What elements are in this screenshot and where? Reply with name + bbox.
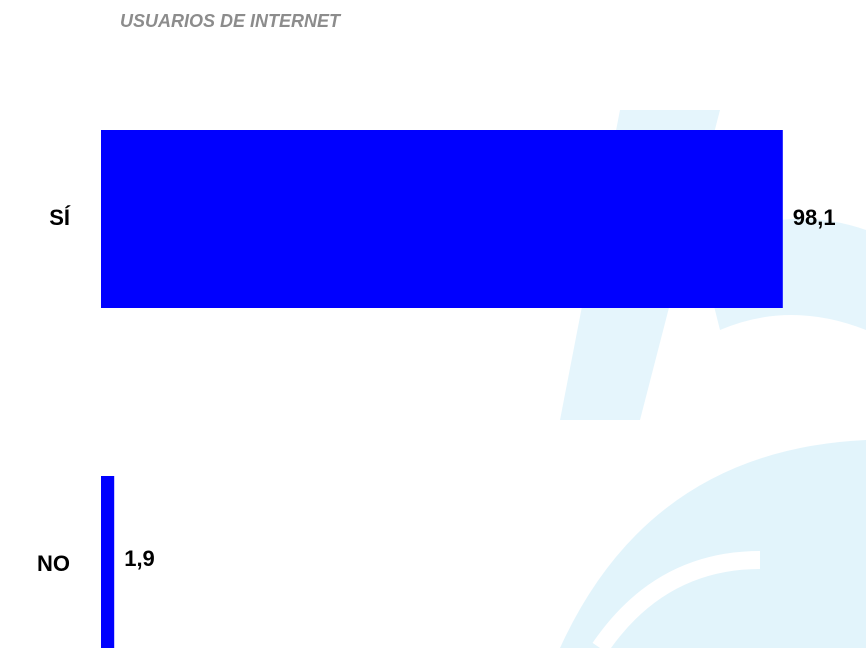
watermark-shape bbox=[560, 440, 866, 648]
category-label: NO bbox=[37, 551, 70, 576]
chart-title: USUARIOS DE INTERNET bbox=[120, 11, 342, 31]
category-label: SÍ bbox=[49, 205, 71, 230]
value-label: 1,9 bbox=[124, 546, 155, 571]
bar bbox=[101, 476, 115, 648]
value-label: 98,1 bbox=[793, 205, 836, 230]
bar bbox=[101, 130, 783, 308]
watermark-shape bbox=[592, 551, 761, 648]
